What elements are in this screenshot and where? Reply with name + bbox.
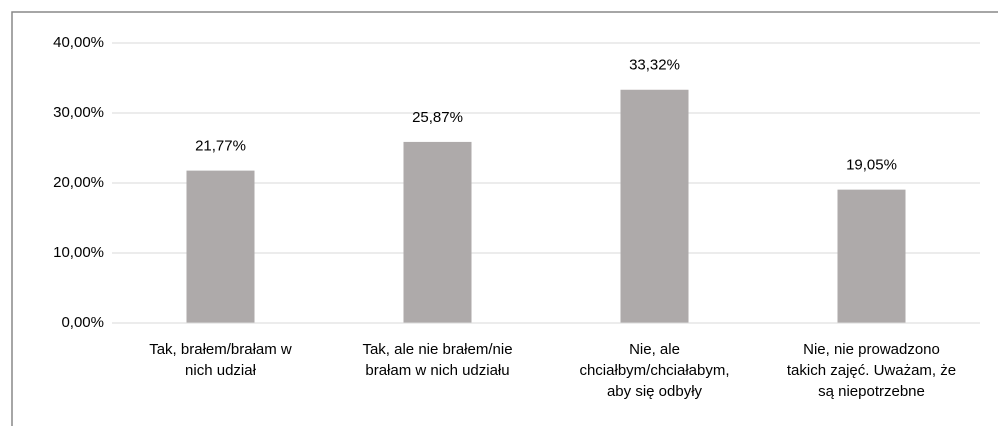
x-tick-label: Tak, ale nie brałem/nie brałam w nich ud… xyxy=(362,341,513,379)
y-tick-label: 20,00% xyxy=(53,174,104,191)
x-tick-label: Nie, ale chciałbym/chciałabym, aby się o… xyxy=(579,341,730,400)
data-label: 25,87% xyxy=(412,109,463,126)
y-tick-label: 40,00% xyxy=(53,34,104,51)
bar xyxy=(403,141,472,323)
frame xyxy=(11,11,998,426)
bar xyxy=(620,89,689,323)
y-tick-label: 30,00% xyxy=(53,104,104,121)
bar xyxy=(837,189,906,323)
data-label: 19,05% xyxy=(846,157,897,174)
data-label: 33,32% xyxy=(629,57,680,74)
x-tick-label: Tak, brałem/brałam w nich udział xyxy=(149,341,292,379)
data-label: 21,77% xyxy=(195,138,246,155)
bar xyxy=(186,170,255,323)
x-tick-label: Nie, nie prowadzono takich zajęć. Uważam… xyxy=(786,341,957,400)
y-tick-label: 0,00% xyxy=(61,314,104,331)
y-tick-label: 10,00% xyxy=(53,244,104,261)
